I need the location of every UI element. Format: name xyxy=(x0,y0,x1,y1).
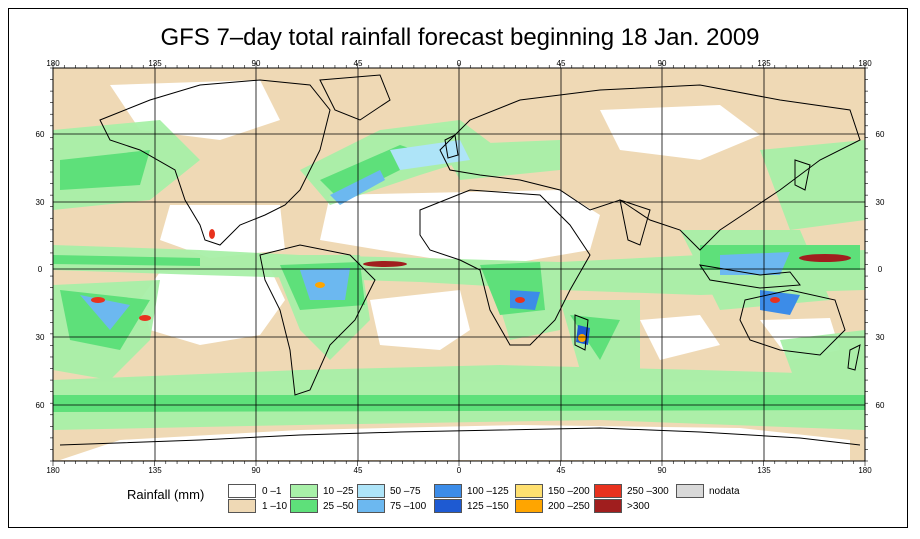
outline-eurasia xyxy=(439,84,861,251)
outline-australia xyxy=(739,289,846,356)
dry-area-south-atlantic xyxy=(370,290,470,350)
map-title: GFS 7–day total rainfall forecast beginn… xyxy=(160,24,760,51)
dry-area-indian-south xyxy=(640,315,720,360)
axis-ticks xyxy=(50,63,868,466)
right-lat-label: 30 xyxy=(876,198,885,207)
right-axis-labels: 60 30 0 30 60 xyxy=(876,130,885,410)
top-lon-label: 180 xyxy=(858,59,872,68)
rain-extreme-west-pacific xyxy=(799,254,851,262)
rain-extreme-africa xyxy=(515,297,525,303)
rain-extreme-amazon xyxy=(315,282,325,288)
bottom-axis-labels: 180 135 90 45 0 45 90 135 180 xyxy=(46,466,872,475)
dry-area-antarctica xyxy=(60,425,850,460)
rain-extreme-spcz xyxy=(139,315,151,321)
left-lat-label: 30 xyxy=(36,333,45,342)
left-lat-label: 60 xyxy=(36,130,45,139)
top-lon-label: 180 xyxy=(46,59,60,68)
rain-core-itcz-pacific xyxy=(53,255,200,266)
right-lat-label: 60 xyxy=(876,401,885,410)
outline-madagascar xyxy=(574,314,589,351)
right-lat-label: 60 xyxy=(876,130,885,139)
graticule xyxy=(53,68,865,461)
bottom-lon-label: 45 xyxy=(557,466,566,475)
outline-indonesia xyxy=(698,264,801,289)
rain-extreme-indonesia xyxy=(770,297,780,303)
top-lon-label: 45 xyxy=(354,59,363,68)
right-lat-label: 30 xyxy=(876,333,885,342)
dry-area-south-pacific-east xyxy=(140,268,285,345)
outline-india xyxy=(619,199,651,246)
dry-area-sahara xyxy=(320,190,600,262)
bottom-lon-label: 45 xyxy=(354,466,363,475)
rain-heavy-north-atlantic xyxy=(390,140,470,170)
dry-area-siberia xyxy=(600,105,760,160)
outline-japan xyxy=(794,159,811,191)
top-lon-label: 90 xyxy=(658,59,667,68)
bottom-lon-label: 90 xyxy=(658,466,667,475)
outline-africa xyxy=(419,189,591,346)
top-lon-label: 135 xyxy=(148,59,162,68)
top-lon-label: 135 xyxy=(757,59,771,68)
rain-extreme-south-pacific xyxy=(91,297,105,303)
rain-extreme-caribbean xyxy=(209,229,215,239)
rain-band-tasman xyxy=(780,330,865,395)
outline-uk xyxy=(444,134,459,159)
outline-south-america xyxy=(259,244,376,396)
coastlines xyxy=(59,74,861,446)
bottom-lon-label: 135 xyxy=(757,466,771,475)
outline-north-america xyxy=(99,79,331,246)
top-lon-label: 45 xyxy=(557,59,566,68)
rain-core-north-pacific xyxy=(60,150,150,190)
rain-extreme-itcz-atlantic xyxy=(363,261,407,267)
bottom-lon-label: 135 xyxy=(148,466,162,475)
rain-heavy-storm-track xyxy=(330,170,385,205)
rain-extreme-madagascar xyxy=(578,334,586,342)
outline-greenland xyxy=(319,74,391,121)
top-lon-label: 0 xyxy=(457,59,462,68)
right-lat-label: 0 xyxy=(878,265,883,274)
bottom-lon-label: 180 xyxy=(858,466,872,475)
outline-antarctica xyxy=(59,427,861,446)
left-lat-label: 60 xyxy=(36,401,45,410)
outline-new-zealand xyxy=(847,344,861,371)
bottom-lon-label: 180 xyxy=(46,466,60,475)
rain-heavy-australia xyxy=(760,290,800,315)
left-axis-labels: 60 30 0 30 60 xyxy=(36,130,45,410)
top-lon-label: 90 xyxy=(252,59,261,68)
dry-area-north-pacific xyxy=(160,205,285,258)
rain-heavy-south-pacific xyxy=(80,295,130,330)
rain-band-europe xyxy=(440,140,560,180)
figure-frame xyxy=(8,8,908,528)
rain-band-west-pacific xyxy=(760,140,865,230)
left-lat-label: 0 xyxy=(38,265,43,274)
rain-heavy-amazon xyxy=(300,268,350,300)
rain-heavy-west-pacific xyxy=(720,252,790,275)
top-axis-labels: 180 135 90 45 0 45 90 135 180 xyxy=(46,59,872,68)
left-lat-label: 30 xyxy=(36,198,45,207)
bottom-lon-label: 0 xyxy=(457,466,462,475)
bottom-lon-label: 90 xyxy=(252,466,261,475)
